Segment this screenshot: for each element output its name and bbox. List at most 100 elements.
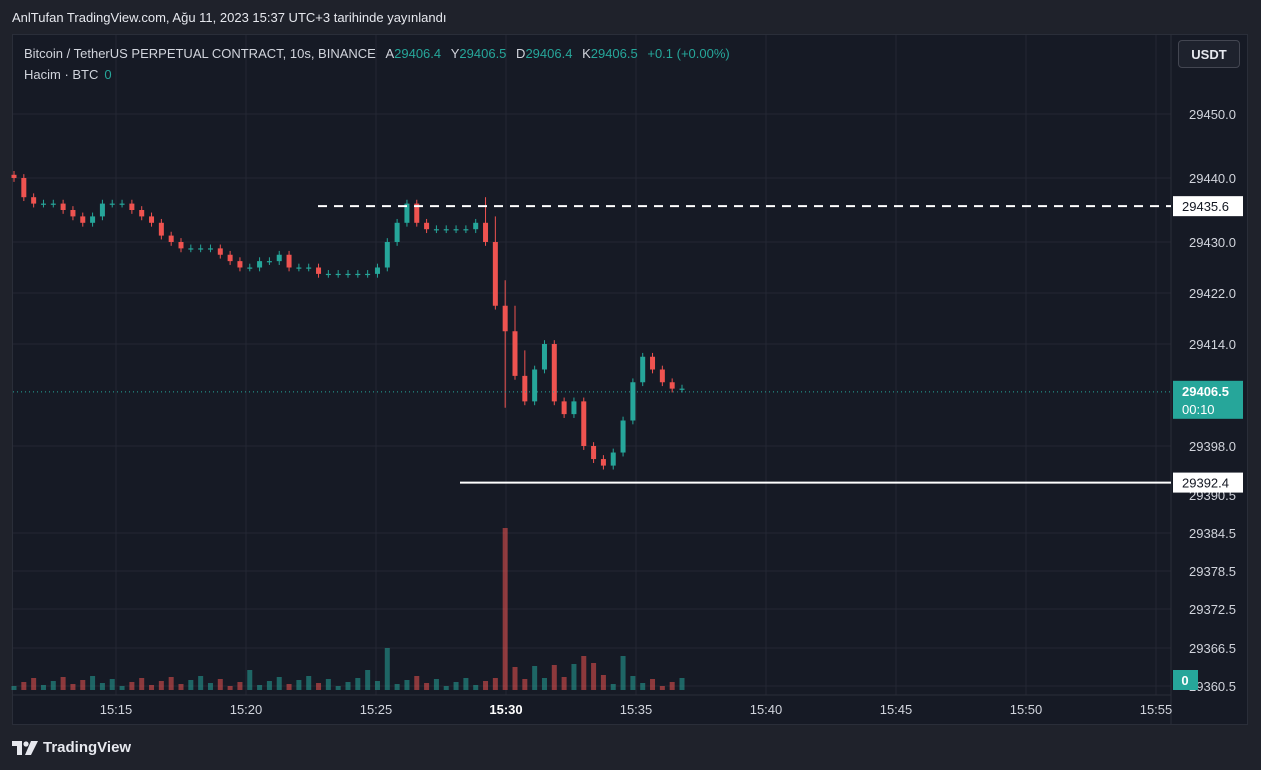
volume-bar: [296, 680, 302, 690]
price-tick-label: 29366.5: [1189, 641, 1236, 656]
volume-bar: [70, 684, 76, 690]
volume-bar: [99, 683, 105, 690]
candle-body: [316, 267, 322, 274]
volume-bar: [149, 685, 155, 690]
symbol-legend: Bitcoin / TetherUS PERPETUAL CONTRACT, 1…: [24, 46, 730, 61]
volume-bar: [198, 676, 204, 690]
candle-body: [522, 375, 528, 402]
price-line-tag: [1173, 196, 1243, 217]
volume-bar: [90, 676, 96, 690]
candle-body: [669, 382, 675, 389]
candle-body: [178, 242, 184, 249]
candle-body: [581, 401, 587, 446]
volume-bar: [443, 686, 449, 690]
volume-bar: [502, 528, 508, 690]
candle-body: [247, 267, 253, 269]
volume-bar: [659, 686, 665, 690]
volume-bar: [257, 685, 263, 690]
volume-bar: [31, 678, 37, 690]
candle-body: [630, 382, 636, 421]
candle-body: [659, 369, 665, 383]
volume-bar: [11, 686, 17, 690]
tradingview-brand[interactable]: TradingView: [12, 739, 131, 756]
candle-body: [355, 273, 361, 276]
candle-body: [335, 273, 341, 276]
volume-bar: [168, 677, 174, 690]
volume-bar: [21, 682, 27, 690]
price-tick-label: 29422.0: [1189, 286, 1236, 301]
candle-body: [492, 242, 498, 306]
volume-value: 0: [104, 67, 112, 82]
price-tick-label: 29360.5: [1189, 679, 1236, 694]
candle-body: [502, 305, 508, 332]
countdown-label: 00:10: [1182, 402, 1215, 417]
tradingview-logo-icon: [12, 740, 38, 755]
volume-bar: [571, 664, 577, 690]
volume-bar: [522, 679, 528, 690]
price-tick-label: 29440.0: [1189, 171, 1236, 186]
volume-bar: [483, 681, 489, 690]
candle-body: [404, 203, 410, 223]
symbol-title: Bitcoin / TetherUS PERPETUAL CONTRACT, 1…: [24, 46, 376, 61]
volume-bar: [463, 678, 469, 690]
price-line-tag: [1173, 472, 1243, 493]
candle-body: [679, 388, 685, 390]
open-value: 29406.4: [394, 46, 442, 61]
candle-body: [217, 248, 223, 255]
volume-bar: [679, 678, 685, 690]
volume-bar: [178, 684, 184, 690]
candle-body: [266, 261, 272, 263]
low-value: 29406.4: [525, 46, 573, 61]
volume-bar: [365, 670, 371, 690]
candle-body: [512, 331, 518, 376]
candle-body: [90, 216, 96, 223]
volume-bar: [109, 679, 115, 690]
volume-bar: [591, 663, 597, 690]
candle-body: [424, 222, 430, 230]
candle-body: [620, 420, 626, 453]
candle-body: [610, 452, 616, 466]
candle-body: [257, 261, 263, 268]
volume-bar: [286, 684, 292, 690]
volume-bar: [433, 679, 439, 690]
volume-bar: [640, 683, 646, 690]
time-tick-label: 15:40: [750, 702, 783, 717]
volume-bar: [453, 682, 459, 690]
candle-body: [188, 248, 194, 250]
volume-bar: [227, 686, 233, 690]
price-tick-label: 29384.5: [1189, 526, 1236, 541]
time-tick-label: 15:15: [100, 702, 133, 717]
candle-body: [158, 222, 164, 236]
last-price-label: 29406.5: [1182, 384, 1229, 399]
volume-bar: [139, 678, 145, 690]
price-line-tag-label: 29435.6: [1182, 199, 1229, 214]
volume-bar: [561, 677, 567, 690]
volume-bar: [217, 679, 223, 690]
candle-body: [551, 344, 557, 402]
time-tick-label: 15:50: [1010, 702, 1043, 717]
price-tick-label: 29430.0: [1189, 235, 1236, 250]
time-tick-label: 15:35: [620, 702, 653, 717]
volume-bar: [551, 665, 557, 690]
candle-body: [325, 273, 331, 276]
volume-bar: [80, 680, 86, 690]
candle-body: [129, 203, 135, 210]
candle-body: [483, 222, 489, 242]
volume-bar: [50, 681, 56, 690]
price-tick-label: 29450.0: [1189, 107, 1236, 122]
volume-bar: [374, 681, 380, 690]
candle-body: [99, 203, 105, 217]
last-price-tag: [1173, 380, 1243, 419]
candle-body: [50, 203, 56, 205]
candle-body: [31, 197, 37, 204]
currency-button[interactable]: USDT: [1178, 40, 1240, 68]
candle-body: [109, 203, 115, 205]
price-tick-label: 29398.0: [1189, 439, 1236, 454]
candle-body: [591, 446, 597, 460]
volume-bar: [306, 676, 312, 690]
volume-bar: [473, 685, 479, 690]
candle-body: [365, 273, 371, 276]
chart-panel[interactable]: [12, 34, 1248, 725]
volume-bar: [355, 678, 361, 690]
